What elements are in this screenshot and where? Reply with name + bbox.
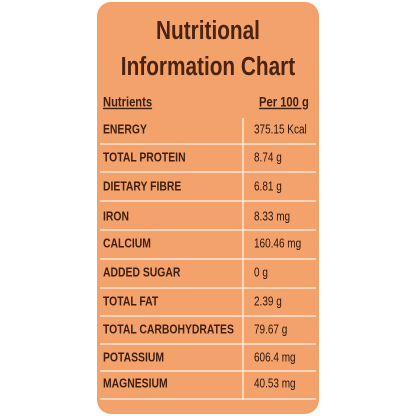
nutrient-value: 160.46 mg — [254, 237, 301, 250]
nutrient-value: 0 g — [254, 266, 268, 279]
column-header: Nutrients — [103, 95, 152, 110]
nutrient-name: CALCIUM — [103, 236, 151, 250]
nutrient-value: 606.4 mg — [254, 351, 296, 364]
column-header: Per 100 g — [259, 95, 309, 110]
nutrient-value: 40.53 mg — [254, 377, 296, 390]
nutrient-name: ENERGY — [103, 122, 147, 136]
nutrient-value: 8.33 mg — [254, 210, 290, 223]
nutrient-name: IRON — [103, 209, 129, 223]
nutrient-name: POTASSIUM — [103, 350, 164, 364]
nutrient-name: MAGNESIUM — [103, 376, 168, 390]
nutrient-value: 6.81 g — [254, 180, 282, 193]
nutrient-name: TOTAL FAT — [103, 294, 159, 308]
nutrient-value: 79.67 g — [254, 323, 287, 336]
text-layer: Nutritional Information Chart Nutrients … — [103, 16, 309, 391]
nutrient-value: 2.39 g — [254, 295, 282, 308]
nutrient-value: 375.15 Kcal — [254, 123, 307, 136]
nutrient-value: 8.74 g — [254, 151, 282, 164]
title-line: Nutritional — [156, 16, 260, 45]
nutrient-name: DIETARY FIBRE — [103, 179, 181, 193]
label-card — [97, 2, 319, 414]
nutrient-name: TOTAL CARBOHYDRATES — [103, 322, 234, 336]
title-line: Information Chart — [121, 52, 296, 81]
nutrient-name: TOTAL PROTEIN — [103, 150, 186, 164]
nutrient-name: ADDED SUGAR — [103, 265, 181, 279]
